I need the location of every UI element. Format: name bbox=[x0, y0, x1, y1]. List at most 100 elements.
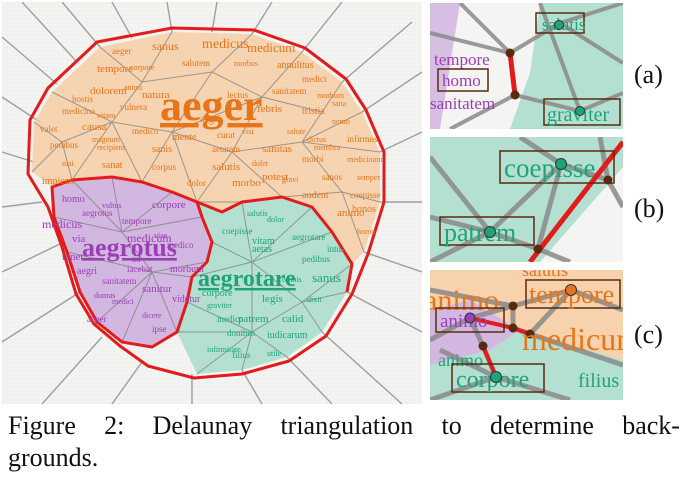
orange-cloud-word: febris bbox=[257, 103, 282, 115]
orange-cloud-word: salutem bbox=[182, 58, 210, 68]
orange-cloud-word: morbum bbox=[317, 91, 345, 100]
green-cloud-word: aegrotare bbox=[292, 232, 325, 242]
orange-cloud-word: nemo bbox=[332, 117, 350, 126]
orange-cloud-word: honos bbox=[352, 204, 376, 215]
orange-cloud-word: sanis bbox=[152, 144, 172, 155]
green-cloud-word: aetas bbox=[252, 244, 272, 255]
orange-cloud-word: recipiens bbox=[97, 143, 126, 152]
orange-cloud-word: semper bbox=[357, 173, 380, 182]
green-cloud-word: pedibus bbox=[302, 254, 330, 264]
orange-cloud-word: medico bbox=[132, 126, 159, 136]
purple-cloud-word: domus bbox=[94, 291, 115, 300]
headword-aegrotare: aegrotare bbox=[198, 266, 296, 292]
orange-cloud-word: sanitatem bbox=[272, 86, 307, 96]
purple-cloud-word: iacebat bbox=[127, 264, 153, 274]
purple-cloud-word: videtur bbox=[172, 294, 201, 305]
orange-cloud-word: potest bbox=[262, 171, 288, 183]
orange-cloud-word: aegri bbox=[200, 114, 220, 125]
orange-cloud-word: vulnera bbox=[120, 102, 147, 112]
green-cloud-word: intus bbox=[327, 244, 345, 254]
outer-boundary bbox=[26, 26, 386, 380]
purple-cloud-word: sanitur bbox=[142, 283, 172, 295]
green-cloud-word: dolor bbox=[267, 215, 284, 224]
orange-cloud-word: natura bbox=[142, 89, 170, 101]
orange-cloud-word: corpus bbox=[152, 162, 176, 172]
caption-line-2: grounds. bbox=[8, 443, 99, 472]
orange-cloud-word: dictus bbox=[307, 135, 326, 144]
green-cloud-word: sanus bbox=[312, 270, 341, 285]
triangulation-mesh bbox=[31, 31, 381, 375]
panel-c-word-8: filius bbox=[578, 370, 619, 392]
green-boundary bbox=[196, 195, 354, 293]
orange-cloud-word: sanos bbox=[322, 172, 342, 182]
orange-cloud-word: sana bbox=[332, 99, 347, 108]
orange-cloud-word: morbus bbox=[234, 59, 258, 68]
panel-c: salutis animo tempore animo medicum anim… bbox=[430, 270, 623, 400]
green-cloud-word: vitam bbox=[252, 236, 275, 247]
green-cloud-word: iudicarum bbox=[267, 330, 308, 341]
purple-cloud-word: aeger bbox=[87, 314, 106, 324]
purple-cloud-word: dicere bbox=[142, 311, 162, 320]
green-cloud-word: salutis bbox=[247, 209, 267, 218]
caption-word: back- bbox=[622, 411, 680, 440]
green-cloud-word: corpore bbox=[202, 288, 233, 299]
panel-a-label: (a) bbox=[634, 60, 663, 89]
green-cloud-word: graviter bbox=[207, 301, 232, 310]
orange-cloud-word: salute bbox=[287, 127, 306, 136]
orange-cloud-word: vitam bbox=[97, 111, 116, 120]
orange-cloud-word: medicina bbox=[62, 106, 95, 116]
orange-cloud-word: annulitus bbox=[277, 60, 314, 71]
orange-cloud-word: magnum bbox=[92, 135, 121, 144]
figure-caption: Figure 2: Delaunay triangulation to dete… bbox=[8, 410, 680, 474]
region-boundaries bbox=[26, 26, 386, 380]
orange-cloud-word: pedibus bbox=[50, 140, 78, 150]
panel-c-word-4: animo bbox=[440, 311, 488, 332]
green-words: aegrotare graviter corpore coepisse patrem sa… bbox=[202, 209, 345, 360]
panel-b-label: (b) bbox=[634, 194, 665, 223]
orange-cloud-word: coepisse bbox=[350, 190, 381, 200]
orange-cloud-word: morbo bbox=[232, 177, 261, 189]
purple-cloud-word: via bbox=[72, 233, 86, 245]
orange-cloud-word: aeger bbox=[112, 46, 131, 56]
orange-cloud-word: dolor bbox=[187, 178, 206, 188]
purple-cloud-word: ad bbox=[132, 254, 141, 264]
green-cloud-word: dixit bbox=[307, 295, 322, 304]
orange-cloud-word: tempore bbox=[97, 63, 133, 75]
purple-cloud-word: medicus bbox=[42, 217, 82, 231]
panel-a: salutis tempore homo sanitatem graviter bbox=[430, 3, 623, 129]
orange-cloud-word: impiens bbox=[42, 176, 74, 187]
orange-cloud-word: medicus bbox=[202, 37, 249, 52]
orange-cloud-word: sanus bbox=[152, 39, 179, 53]
orange-cloud-word: dolet bbox=[252, 159, 269, 168]
orange-cloud-word: tristia bbox=[302, 106, 325, 117]
orange-cloud-word: lectus bbox=[227, 90, 248, 100]
orange-cloud-word: sanitas bbox=[262, 143, 292, 155]
purple-cloud-word: viae bbox=[154, 231, 168, 240]
orange-cloud-word: audent bbox=[302, 190, 329, 201]
orange-cloud-word: membra bbox=[314, 143, 341, 152]
orange-cloud-word: medicinam bbox=[347, 155, 383, 164]
purple-cloud-word: medicum bbox=[127, 231, 172, 245]
orange-cloud-word: causa bbox=[82, 121, 107, 133]
caption-word: 2: bbox=[104, 411, 125, 440]
orange-cloud-word: infirmus bbox=[347, 134, 378, 144]
green-cloud-word: medico bbox=[217, 314, 244, 324]
orange-cloud-word: hostis bbox=[72, 94, 94, 104]
orange-cloud-word: valet bbox=[40, 124, 58, 134]
green-cloud-word: omnis bbox=[282, 275, 302, 284]
orange-cloud-word: medicum bbox=[247, 40, 295, 55]
purple-cloud-word: homo bbox=[62, 194, 85, 205]
purple-cloud-word: tenet bbox=[62, 251, 83, 263]
panel-c-word-6: animo bbox=[438, 350, 483, 370]
green-cloud-word: calid bbox=[282, 313, 304, 325]
panel-a-word-2: tempore bbox=[434, 50, 490, 69]
caption-word: determine bbox=[490, 411, 594, 440]
purple-cloud-word: aegri bbox=[77, 266, 97, 277]
panel-a-word-3: homo bbox=[442, 71, 481, 90]
caption-word: Figure bbox=[8, 411, 76, 440]
headword-aegrotus: aegrotus bbox=[82, 233, 177, 262]
caption-word: triangulation bbox=[280, 411, 414, 440]
